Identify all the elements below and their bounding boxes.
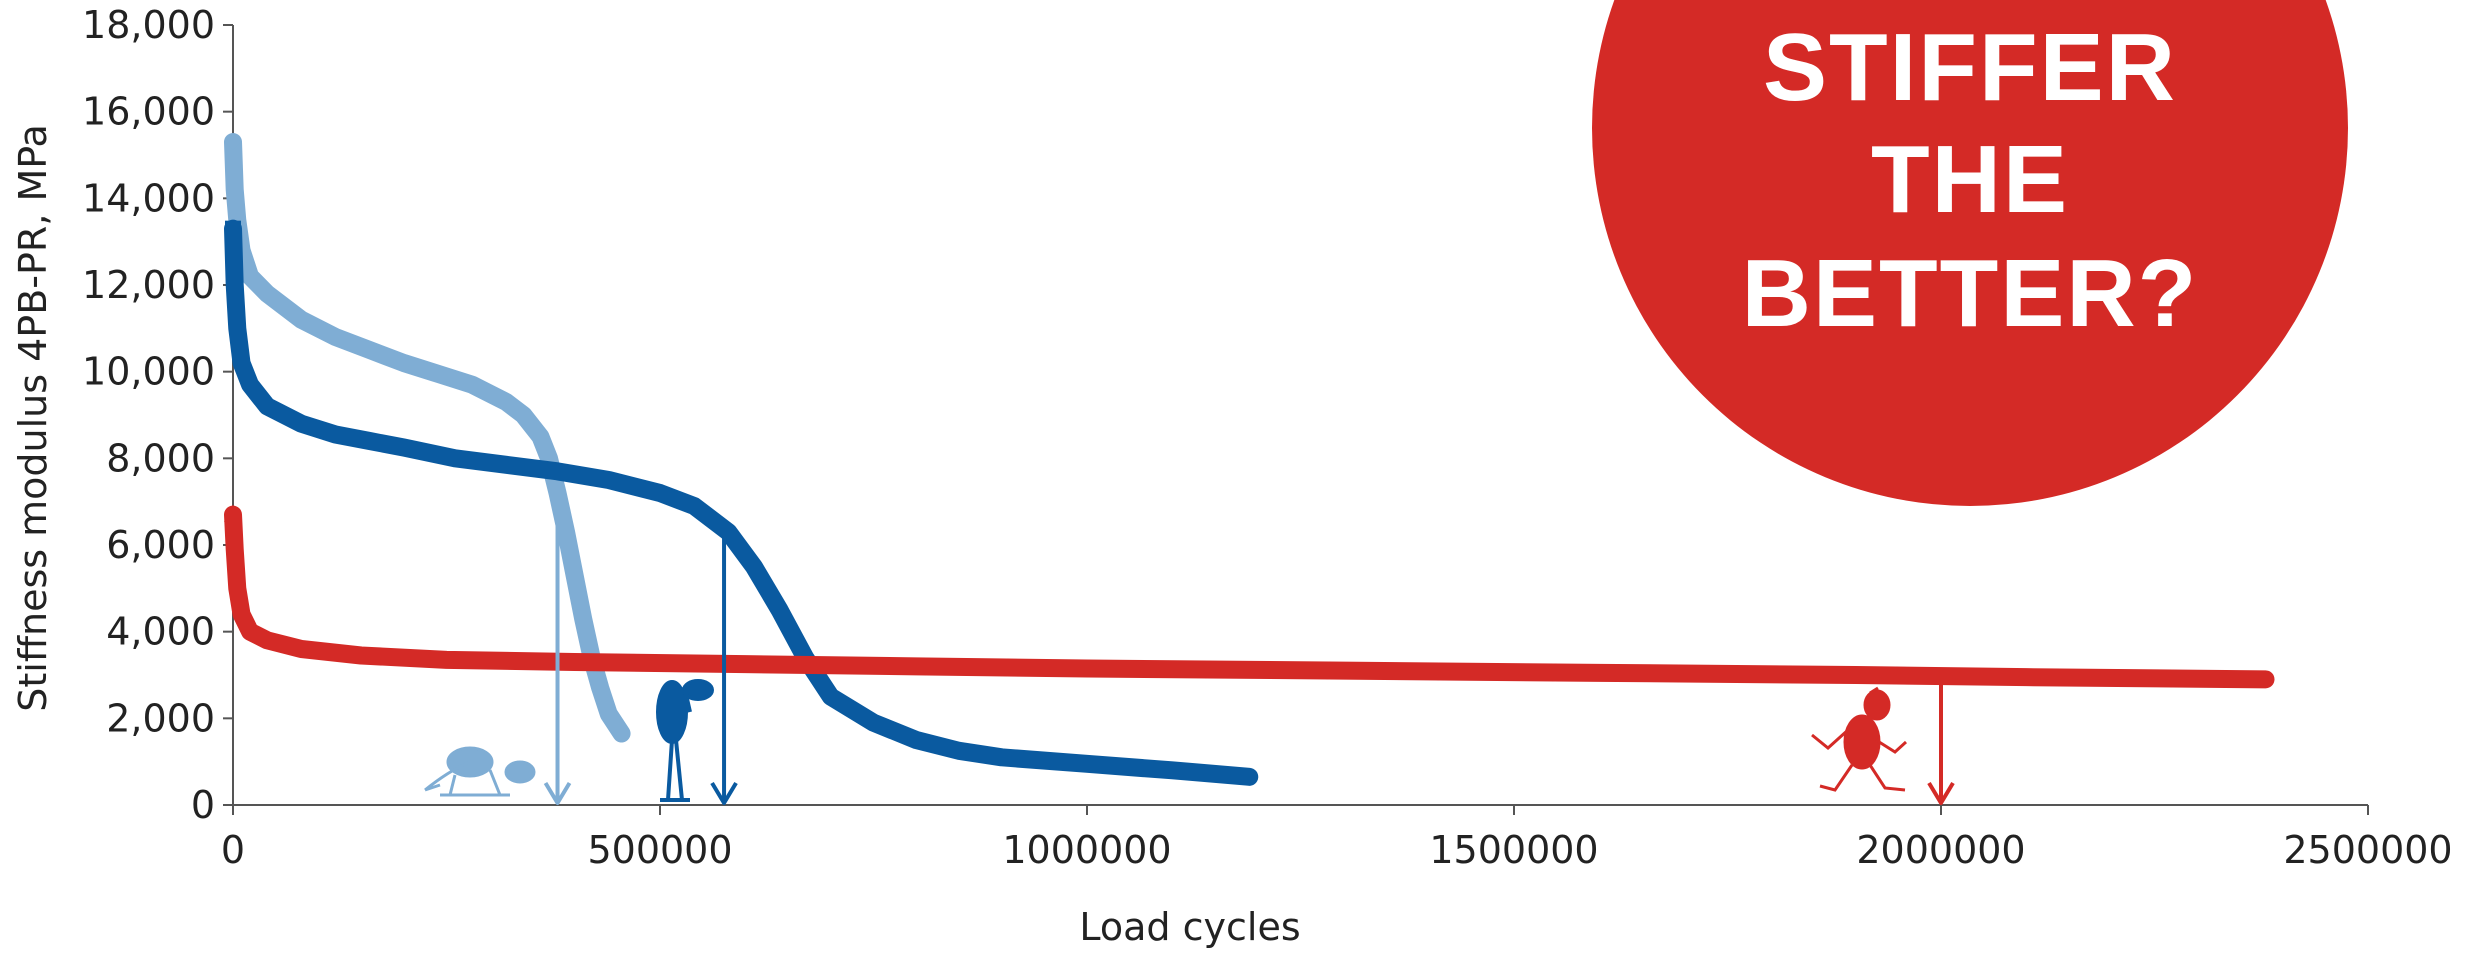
x-tick-label: 0	[221, 828, 245, 872]
badge-line-1: STIFFER	[1763, 14, 2177, 121]
y-ticks: 0 2,000 4,000 6,000 8,000 10,000 12,000 14,000 1…	[82, 3, 233, 827]
y-tick-label: 2,000	[106, 696, 215, 740]
series-line-2	[224, 219, 1259, 786]
end-markers	[543, 493, 1955, 805]
end-of-life-arrow-1	[543, 493, 572, 805]
y-tick-label: 14,000	[82, 176, 215, 220]
bent-figure-icon	[656, 679, 714, 802]
x-tick-label: 500000	[587, 828, 732, 872]
x-axis-title: Load cycles	[1079, 905, 1300, 949]
series-start-point-2	[225, 220, 241, 237]
y-tick-label: 6,000	[106, 523, 215, 567]
x-tick-label: 1500000	[1429, 828, 1598, 872]
badge-line-3: BETTER?	[1742, 240, 2199, 347]
x-tick-label: 2500000	[2283, 828, 2452, 872]
series-line-3	[224, 505, 2275, 689]
y-tick-label: 4,000	[106, 610, 215, 654]
series-layer	[224, 133, 2275, 786]
y-tick-label: 10,000	[82, 350, 215, 394]
crawling-figure-icon	[424, 746, 536, 797]
badge: STIFFER THE BETTER?	[1592, 0, 2348, 506]
series-line-1	[224, 133, 631, 743]
y-tick-label: 18,000	[82, 3, 215, 47]
y-tick-label: 8,000	[106, 436, 215, 480]
y-axis-title: Stiffness modulus 4PB-PR, MPa	[11, 124, 55, 712]
badge-line-2: THE	[1871, 126, 2069, 233]
y-tick-label: 12,000	[82, 263, 215, 307]
end-of-life-arrow-2	[710, 528, 738, 805]
y-tick-label: 0	[191, 783, 215, 827]
end-of-life-arrow-3	[1927, 676, 1955, 805]
series-start-point-3	[224, 504, 242, 522]
badge-circle	[1592, 0, 2348, 506]
x-tick-label: 1000000	[1002, 828, 1171, 872]
running-figure-icon	[1811, 686, 1908, 792]
series-start-point-1	[225, 134, 241, 150]
x-ticks: 0 500000 1000000 1500000 2000000 2500000	[221, 805, 2453, 872]
y-tick-label: 16,000	[82, 90, 215, 134]
x-tick-label: 2000000	[1856, 828, 2025, 872]
